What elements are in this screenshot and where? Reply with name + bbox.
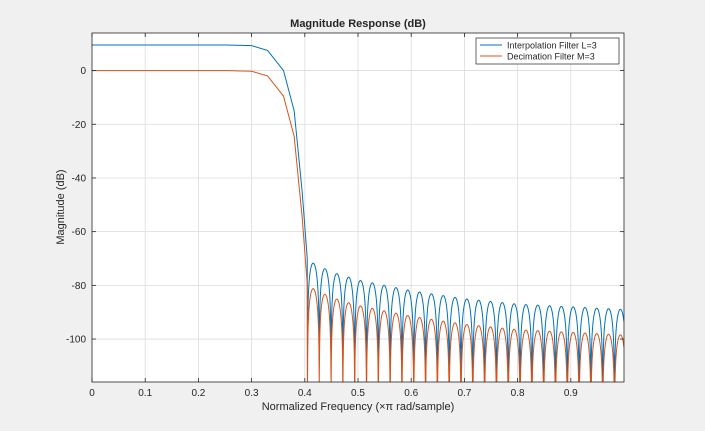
x-tick-label: 0.1: [138, 388, 152, 399]
x-axis-label: Normalized Frequency (×π rad/sample): [262, 401, 455, 413]
axis-ticks: [91, 33, 624, 382]
legend-box: [475, 37, 620, 65]
x-tick-label: 0.7: [457, 388, 471, 399]
y-tick-label: 0: [80, 66, 86, 77]
x-tick-label: 0.9: [564, 388, 578, 399]
x-tick-label: 0: [89, 388, 95, 399]
y-axis-label: Magnitude (dB): [55, 169, 67, 244]
y-tick-label: -60: [72, 227, 87, 238]
chart-title: Magnitude Response (dB): [290, 18, 426, 30]
y-tick-label: -40: [72, 173, 87, 184]
x-tick-label: 0.6: [404, 388, 418, 399]
x-tick-label: 0.2: [191, 388, 205, 399]
y-tick-label: -80: [72, 281, 87, 292]
series-line-interpolation: [92, 44, 624, 382]
legend-label-decimation: Decimation Filter M=3: [507, 52, 595, 62]
grid-lines: [91, 33, 624, 382]
y-tick-label: -100: [66, 335, 86, 346]
x-tick-label: 0.5: [351, 388, 365, 399]
y-tick-label: -20: [72, 120, 87, 131]
tick-labels: 0 0.1 0.2 0.3 0.4 0.5 0.6 0.7 0.8 0.9 0 -20 -40 -60 -8…: [66, 66, 578, 399]
series-line-decimation: [92, 70, 624, 382]
x-tick-label: 0.8: [511, 388, 525, 399]
x-tick-label: 0.3: [245, 388, 259, 399]
legend[interactable]: Interpolation Filter L=3 Decimation Filt…: [475, 37, 620, 65]
series-lines: [92, 44, 624, 382]
x-tick-label: 0.4: [298, 388, 312, 399]
legend-label-interpolation: Interpolation Filter L=3: [507, 41, 597, 51]
